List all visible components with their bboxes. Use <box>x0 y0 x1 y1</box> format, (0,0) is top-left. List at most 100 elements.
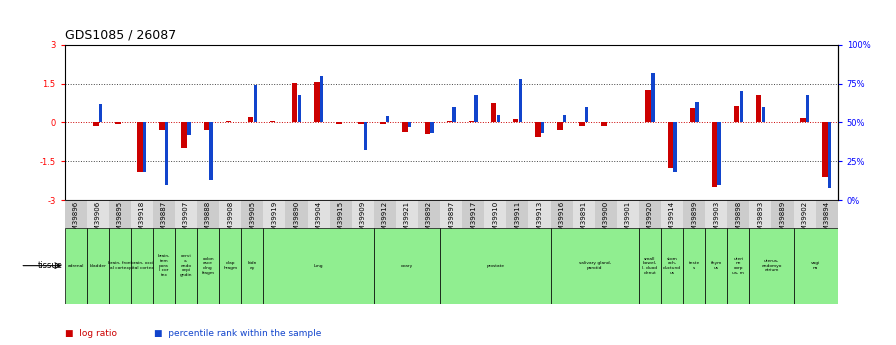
Bar <box>131 200 153 228</box>
Bar <box>87 228 108 304</box>
Bar <box>65 200 87 228</box>
Bar <box>462 200 484 228</box>
Bar <box>496 115 500 122</box>
Text: uteri
ne
corp
us, m: uteri ne corp us, m <box>732 257 745 275</box>
Bar <box>540 122 544 134</box>
Bar <box>469 121 474 122</box>
Bar <box>601 122 607 126</box>
Bar <box>364 122 367 150</box>
Bar <box>550 200 573 228</box>
Bar <box>336 122 341 124</box>
Bar <box>815 200 838 228</box>
Bar <box>297 95 301 122</box>
Bar <box>153 200 175 228</box>
Bar <box>673 122 676 172</box>
Bar <box>159 122 165 130</box>
Text: GSM39910: GSM39910 <box>492 201 498 239</box>
Bar <box>828 122 831 188</box>
Text: GSM39900: GSM39900 <box>603 201 608 239</box>
Text: GSM39889: GSM39889 <box>780 201 786 239</box>
Bar <box>197 228 220 304</box>
Bar <box>220 200 241 228</box>
Text: vagi
na: vagi na <box>811 262 821 270</box>
Bar <box>690 108 695 122</box>
Bar <box>484 200 506 228</box>
Bar <box>749 228 794 304</box>
Text: adrenal: adrenal <box>67 264 84 268</box>
Bar <box>728 228 749 304</box>
Bar <box>440 200 462 228</box>
Bar <box>430 122 434 134</box>
Text: GSM39909: GSM39909 <box>360 201 366 239</box>
Bar <box>175 228 197 304</box>
Text: GSM39917: GSM39917 <box>470 201 477 239</box>
Text: GSM39892: GSM39892 <box>426 201 432 239</box>
Text: GSM39897: GSM39897 <box>448 201 454 239</box>
Bar <box>683 200 705 228</box>
Bar <box>330 200 352 228</box>
Text: GSM39893: GSM39893 <box>757 201 763 239</box>
Bar <box>639 228 661 304</box>
Bar <box>579 122 585 126</box>
Bar <box>668 122 673 168</box>
Text: GSM39894: GSM39894 <box>823 201 830 239</box>
Text: GSM39907: GSM39907 <box>183 201 189 239</box>
Text: GSM39918: GSM39918 <box>139 201 145 239</box>
Text: GSM39891: GSM39891 <box>581 201 587 239</box>
Text: GSM39896: GSM39896 <box>73 201 79 239</box>
Text: cervi
x,
endo
cepi
gndin: cervi x, endo cepi gndin <box>180 255 193 277</box>
Bar <box>734 106 739 122</box>
Bar <box>762 107 765 122</box>
Bar <box>87 200 108 228</box>
Bar <box>358 122 364 124</box>
Text: GSM39915: GSM39915 <box>338 201 344 239</box>
Text: GSM39903: GSM39903 <box>713 201 719 239</box>
Bar <box>292 83 297 122</box>
Bar <box>491 103 496 122</box>
Bar <box>175 200 197 228</box>
Bar <box>705 200 728 228</box>
Text: GSM39902: GSM39902 <box>802 201 807 239</box>
Bar <box>800 118 806 122</box>
Bar <box>661 228 683 304</box>
Bar <box>718 122 720 185</box>
Bar <box>116 122 121 124</box>
Bar <box>386 116 390 122</box>
Bar <box>595 200 616 228</box>
Bar <box>108 200 131 228</box>
Bar <box>187 122 191 135</box>
Bar <box>823 122 828 177</box>
Text: brain, front
al cortex: brain, front al cortex <box>108 262 132 270</box>
Bar <box>396 200 418 228</box>
Bar <box>197 200 220 228</box>
Text: brain, occi
pital cortex: brain, occi pital cortex <box>129 262 154 270</box>
Bar <box>65 228 87 304</box>
Text: GSM39888: GSM39888 <box>205 201 211 239</box>
Bar <box>661 200 683 228</box>
Text: GSM39920: GSM39920 <box>647 201 653 239</box>
Bar <box>320 76 323 122</box>
Text: prostate: prostate <box>487 264 504 268</box>
Bar <box>585 107 588 122</box>
Text: GSM39904: GSM39904 <box>315 201 322 239</box>
Bar <box>728 200 749 228</box>
Text: small
bowel,
I. duod
denut: small bowel, I. duod denut <box>642 257 658 275</box>
Bar <box>550 228 639 304</box>
Text: GSM39914: GSM39914 <box>669 201 675 239</box>
Text: tissue: tissue <box>38 261 63 270</box>
Bar <box>286 200 307 228</box>
Bar <box>771 200 794 228</box>
Bar <box>143 122 146 172</box>
Text: ovary: ovary <box>401 264 413 268</box>
Bar <box>409 122 411 127</box>
Bar <box>226 121 231 122</box>
Bar <box>220 228 241 304</box>
Bar <box>425 122 430 134</box>
Text: kidn
ey: kidn ey <box>247 262 257 270</box>
Text: GSM39916: GSM39916 <box>558 201 564 239</box>
Bar <box>241 200 263 228</box>
Text: diap
hragm: diap hragm <box>223 262 237 270</box>
Text: stom
ach,
ductund
us: stom ach, ductund us <box>663 257 681 275</box>
Bar <box>683 228 705 304</box>
Bar <box>307 200 330 228</box>
